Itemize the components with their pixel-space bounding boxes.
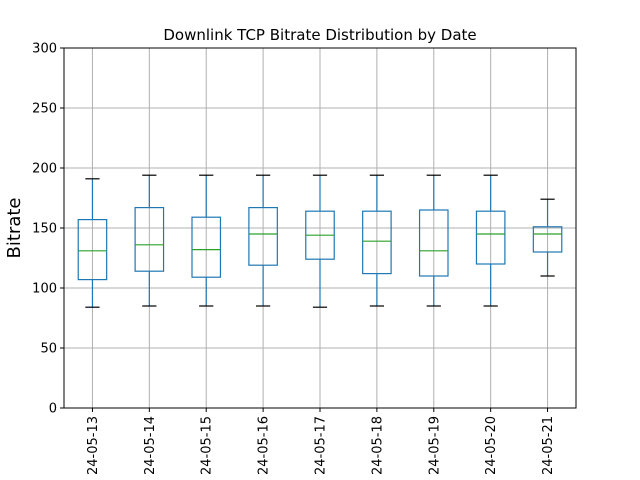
x-tick-label: 24-05-15	[200, 416, 215, 475]
x-tick-label: 24-05-21	[541, 416, 556, 475]
y-tick-label: 300	[32, 42, 57, 57]
x-tick-label: 24-05-16	[257, 416, 272, 475]
chart-title: Downlink TCP Bitrate Distribution by Dat…	[163, 26, 476, 44]
box-iqr	[77, 219, 108, 281]
y-tick-label: 50	[40, 342, 57, 357]
grid-layer	[64, 47, 576, 409]
tick-layer: 0 50 100 150 200 250 300 24-05-13 24-05-14 24-05-…	[32, 42, 556, 476]
box-layer	[77, 174, 563, 308]
x-tick-label: 24-05-17	[314, 416, 329, 475]
x-tick-label: 24-05-20	[484, 416, 499, 475]
x-tick-label: 24-05-13	[86, 416, 101, 475]
x-tick-label: 24-05-19	[427, 416, 442, 475]
y-tick-label: 0	[49, 402, 57, 417]
y-axis-label: Bitrate	[4, 198, 25, 259]
y-tick-label: 150	[32, 222, 57, 237]
box-iqr	[248, 207, 278, 266]
y-tick-label: 200	[32, 162, 57, 177]
box-iqr	[134, 207, 165, 272]
box-iqr	[191, 216, 222, 278]
box-iqr	[418, 209, 449, 277]
box-iqr	[532, 226, 563, 253]
x-tick-label: 24-05-18	[370, 416, 385, 475]
y-tick-label: 250	[32, 102, 57, 117]
x-tick-label: 24-05-14	[143, 416, 158, 475]
box-iqr	[362, 210, 392, 275]
box-iqr	[475, 210, 506, 265]
y-tick-label: 100	[32, 282, 57, 297]
